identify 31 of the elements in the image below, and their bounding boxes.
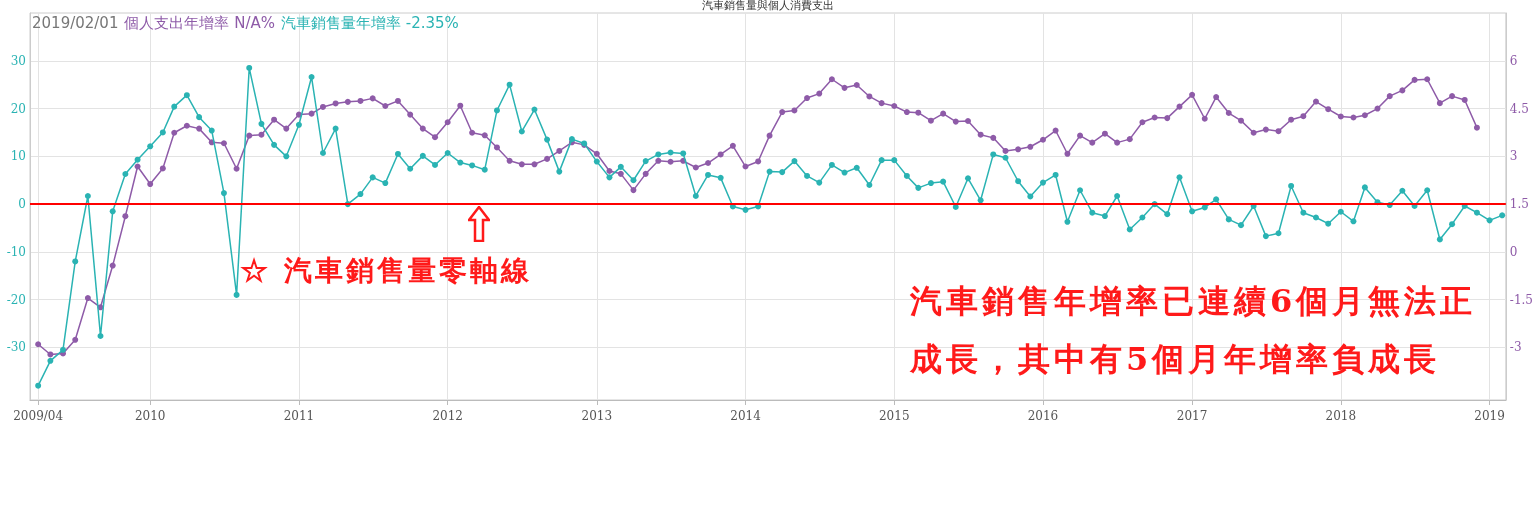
y-tick-label: -10 bbox=[6, 244, 26, 259]
x-tick-label: 2019 bbox=[1474, 409, 1505, 423]
y-tick-label: 20 bbox=[10, 101, 26, 116]
x-tick-label: 2016 bbox=[1027, 409, 1059, 423]
annotation: ☆ 汽車銷售量零軸線 bbox=[240, 253, 532, 289]
y2-tick-label: -3 bbox=[1509, 340, 1522, 355]
y2-tick-label: -1.5 bbox=[1509, 292, 1533, 307]
x-tick-label: 2009/04 bbox=[13, 409, 64, 423]
annotation: 2019/02/01 bbox=[32, 14, 119, 32]
y-tick-label: 0 bbox=[18, 197, 26, 212]
y2-tick-label: 6 bbox=[1509, 53, 1518, 68]
annotation: 汽車銷售年增率已連續6個月無法正成長，其中有5個月年增率負成長 bbox=[910, 281, 1478, 380]
y2-tick-label: 0 bbox=[1509, 244, 1518, 259]
x-tick-label: 2017 bbox=[1176, 409, 1208, 423]
x-tick-label: 2015 bbox=[878, 409, 910, 423]
chart-title: 汽車銷售量與個人消費支出 bbox=[701, 0, 835, 12]
y-tick-label: 30 bbox=[10, 53, 26, 68]
y-tick-label: 10 bbox=[10, 149, 26, 164]
x-tick-label: 2018 bbox=[1325, 409, 1357, 423]
y2-tick-label: 4.5 bbox=[1509, 101, 1529, 116]
x-tick-label: 2014 bbox=[730, 409, 762, 423]
y-tick-label: -20 bbox=[6, 292, 26, 307]
y-tick-label: -30 bbox=[6, 340, 26, 355]
text: 汽車銷售量年增率 -2.35% bbox=[281, 14, 459, 32]
y2-tick-label: 1.5 bbox=[1509, 197, 1529, 212]
x-tick-label: 2013 bbox=[581, 409, 613, 423]
y2-tick-label: 3 bbox=[1509, 149, 1518, 164]
x-tick-label: 2011 bbox=[283, 409, 315, 423]
x-tick-label: 2010 bbox=[134, 409, 166, 423]
text: 個人支出年增率 N/A% bbox=[124, 14, 276, 32]
x-tick-label: 2012 bbox=[432, 409, 463, 423]
